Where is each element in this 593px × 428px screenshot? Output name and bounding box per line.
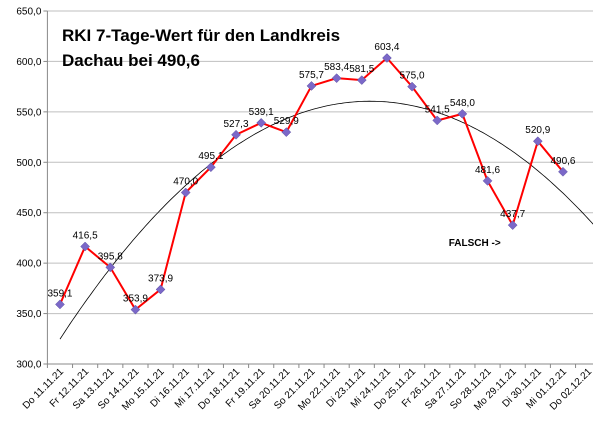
marker [558, 166, 568, 177]
marker [432, 115, 443, 126]
marker [130, 304, 141, 315]
data-label: 548,0 [450, 98, 475, 109]
data-label: 541,5 [425, 104, 450, 115]
y-tick-label: 500,0 [16, 158, 41, 169]
marker [532, 136, 543, 147]
chart-title: Dachau bei 490,6 [62, 51, 200, 70]
data-label: 481,6 [475, 165, 500, 176]
marker [382, 53, 392, 63]
data-label: 575,0 [400, 71, 425, 82]
marker [306, 81, 317, 91]
marker [155, 284, 166, 295]
y-tick-label: 600,0 [16, 57, 41, 68]
marker [256, 117, 267, 128]
marker [55, 299, 65, 310]
y-tick-label: 400,0 [16, 259, 41, 270]
data-label: 395,8 [98, 251, 123, 262]
data-label: 581,5 [349, 64, 374, 75]
marker [231, 129, 241, 140]
data-label: 529,9 [274, 116, 299, 127]
marker [457, 109, 468, 119]
data-label: 490,6 [550, 156, 575, 167]
data-label: 437,7 [500, 209, 525, 220]
data-label: 353,9 [123, 294, 148, 305]
marker [105, 262, 116, 273]
data-label: 539,1 [249, 107, 274, 118]
marker [206, 162, 216, 173]
y-tick-label: 350,0 [16, 309, 41, 320]
marker [356, 75, 367, 85]
data-label: 527,3 [224, 119, 249, 130]
marker [482, 175, 493, 186]
y-tick-label: 550,0 [16, 107, 41, 118]
data-label: 583,4 [324, 62, 349, 73]
y-tick-label: 300,0 [16, 360, 41, 371]
chart-title: RKI 7-Tage-Wert für den Landkreis [62, 26, 340, 45]
data-label: 495,1 [198, 151, 223, 162]
marker [180, 187, 191, 198]
marker [407, 81, 417, 92]
y-tick-label: 650,0 [16, 7, 41, 18]
data-label: 470,0 [173, 177, 198, 188]
trendline [59, 100, 593, 340]
data-label: 520,9 [525, 125, 550, 136]
marker [331, 73, 342, 84]
data-label: 416,5 [73, 231, 98, 242]
data-label: 359,1 [47, 288, 72, 299]
marker [281, 127, 292, 137]
data-label: 575,7 [299, 70, 324, 81]
annotation: FALSCH -> [449, 238, 501, 249]
y-tick-label: 450,0 [16, 208, 41, 219]
data-label: 603,4 [374, 42, 399, 53]
marker [80, 241, 90, 252]
data-label: 373,9 [148, 273, 173, 284]
marker [507, 220, 518, 230]
